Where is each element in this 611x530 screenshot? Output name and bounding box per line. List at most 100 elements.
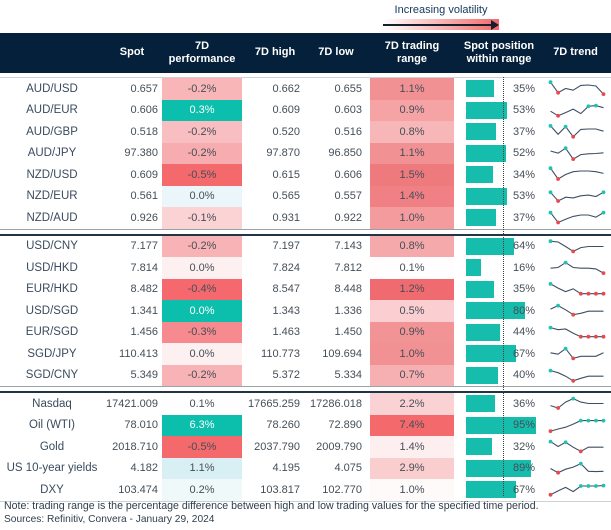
- instrument-label: SGD/JPY: [27, 347, 77, 360]
- spark-high-dot: [563, 124, 568, 129]
- performance-value: -0.2%: [162, 235, 242, 257]
- block-separator: [0, 228, 611, 236]
- trading-range-value: 1.5%: [370, 164, 454, 186]
- low-value: 4.075: [334, 462, 362, 475]
- trend-sparkline: [548, 166, 604, 182]
- spark-low-dot: [601, 271, 606, 276]
- spark-high-dot: [548, 325, 553, 330]
- trading-range-value: 7.4%: [370, 414, 454, 436]
- table-row: AUD/USD 0.657 -0.2% 0.662 0.655 1.1% 35%: [0, 78, 611, 100]
- spark-low-dot: [556, 220, 560, 225]
- performance-value: -0.1%: [162, 207, 242, 229]
- trend-cell: [540, 121, 611, 143]
- table-header: Spot 7D performance 7D high 7D low 7D tr…: [0, 33, 611, 73]
- high-value: 2037.790: [254, 440, 300, 453]
- spark-high-dot: [548, 166, 553, 171]
- spot-position-bar: [466, 237, 514, 255]
- spot-position-cell: 40%: [458, 365, 540, 387]
- spot-position-percent: 67%: [512, 347, 535, 360]
- trading-range-value: 0.9%: [370, 99, 454, 121]
- trading-range-cell: 0.1%: [366, 257, 458, 279]
- high-value: 0.931: [272, 211, 300, 224]
- spark-high-dot: [594, 103, 598, 108]
- high-value: 103.817: [260, 483, 300, 496]
- spark-low-dot: [571, 356, 576, 361]
- spot-value: 2018.710: [112, 440, 158, 453]
- volatility-legend-label: Increasing volatility: [394, 4, 488, 16]
- table-row: DXY 103.474 0.2% 103.817 102.770 1.0% 67%: [0, 479, 611, 501]
- spot-position-percent: 32%: [512, 440, 535, 453]
- col-header-spot-position: Spot position within range: [463, 39, 535, 65]
- high-value: 0.615: [272, 168, 300, 181]
- trading-range-value: 0.8%: [370, 235, 454, 257]
- trend-cell: [540, 100, 611, 122]
- trading-range-cell: 7.4%: [366, 414, 458, 436]
- performance-value: 1.1%: [162, 457, 242, 479]
- spot-position-cell: 64%: [458, 236, 540, 258]
- high-value: 0.609: [272, 104, 300, 117]
- spot-position-cell: 44%: [458, 322, 540, 344]
- spot-position-bar: [466, 302, 525, 320]
- performance-value: 0.1%: [162, 393, 242, 415]
- table-row: USD/SGD 1.341 0.0% 1.343 1.336 0.5% 80%: [0, 300, 611, 322]
- instrument-label: EUR/SGD: [25, 326, 79, 339]
- spot-value: 5.349: [130, 369, 158, 382]
- performance-cell: 0.2%: [160, 479, 244, 501]
- spark-low-dot: [601, 92, 606, 97]
- trading-range-cell: 1.4%: [366, 185, 458, 207]
- low-value: 109.694: [322, 347, 362, 360]
- trading-range-value: 2.2%: [370, 393, 454, 415]
- trading-range-cell: 1.0%: [366, 479, 458, 501]
- spark-low-dot: [571, 156, 576, 161]
- spot-value: 103.474: [118, 483, 158, 496]
- trading-range-cell: 0.9%: [366, 321, 458, 343]
- trading-range-cell: 0.7%: [366, 364, 458, 386]
- trading-range-value: 1.1%: [370, 142, 454, 164]
- spot-position-cell: 80%: [458, 300, 540, 322]
- spot-position-bar: [466, 481, 516, 499]
- trend-cell: [540, 186, 611, 208]
- arrow-line: [383, 23, 494, 26]
- performance-cell: -0.2%: [160, 142, 244, 164]
- table-row: SGD/JPY 110.413 0.0% 110.773 109.694 1.0% 67%: [0, 343, 611, 365]
- high-value: 5.372: [272, 369, 300, 382]
- spot-position-bar: [466, 187, 507, 205]
- performance-cell: -0.2%: [160, 364, 244, 386]
- low-value: 7.812: [334, 261, 362, 274]
- spark-high-dot: [548, 124, 553, 129]
- trading-range-cell: 0.9%: [366, 99, 458, 121]
- performance-value: -0.2%: [162, 142, 242, 164]
- trading-range-value: 0.9%: [370, 321, 454, 343]
- low-value: 0.516: [334, 125, 362, 138]
- trend-sparkline: [548, 418, 606, 433]
- performance-value: 0.3%: [162, 99, 242, 121]
- spot-position-percent: 37%: [512, 211, 535, 224]
- arrow-head-icon: [491, 19, 499, 30]
- instrument-label: USD/CNY: [26, 240, 78, 253]
- table-row: SGD/CNY 5.349 -0.2% 5.372 5.334 0.7% 40%: [0, 364, 611, 387]
- spark-low-dot: [571, 313, 576, 317]
- trading-range-value: 2.9%: [370, 457, 454, 479]
- performance-value: 0.0%: [162, 257, 242, 279]
- spark-low-dot: [571, 135, 576, 139]
- trend-cell: [540, 393, 611, 415]
- trend-cell: [540, 207, 611, 229]
- performance-cell: -0.5%: [160, 164, 244, 186]
- performance-value: 0.0%: [162, 185, 242, 207]
- low-value: 72.890: [328, 419, 362, 432]
- trend-cell: [540, 365, 611, 387]
- instrument-label: SGD/CNY: [25, 369, 79, 382]
- instrument-label: AUD/EUR: [26, 104, 78, 117]
- spark-high-dot: [563, 440, 568, 445]
- spark-high-dot: [548, 439, 553, 444]
- trend-sparkline: [550, 461, 604, 475]
- trading-range-value: 0.1%: [370, 257, 454, 279]
- spot-position-cell: 95%: [458, 415, 540, 437]
- spot-position-percent: 53%: [512, 104, 535, 117]
- high-value: 8.547: [272, 283, 300, 296]
- performance-value: -0.5%: [162, 164, 242, 186]
- low-value: 7.143: [334, 240, 362, 253]
- trading-range-value: 1.0%: [370, 479, 454, 501]
- spark-low-dot: [556, 113, 560, 118]
- trend-sparkline: [548, 190, 606, 203]
